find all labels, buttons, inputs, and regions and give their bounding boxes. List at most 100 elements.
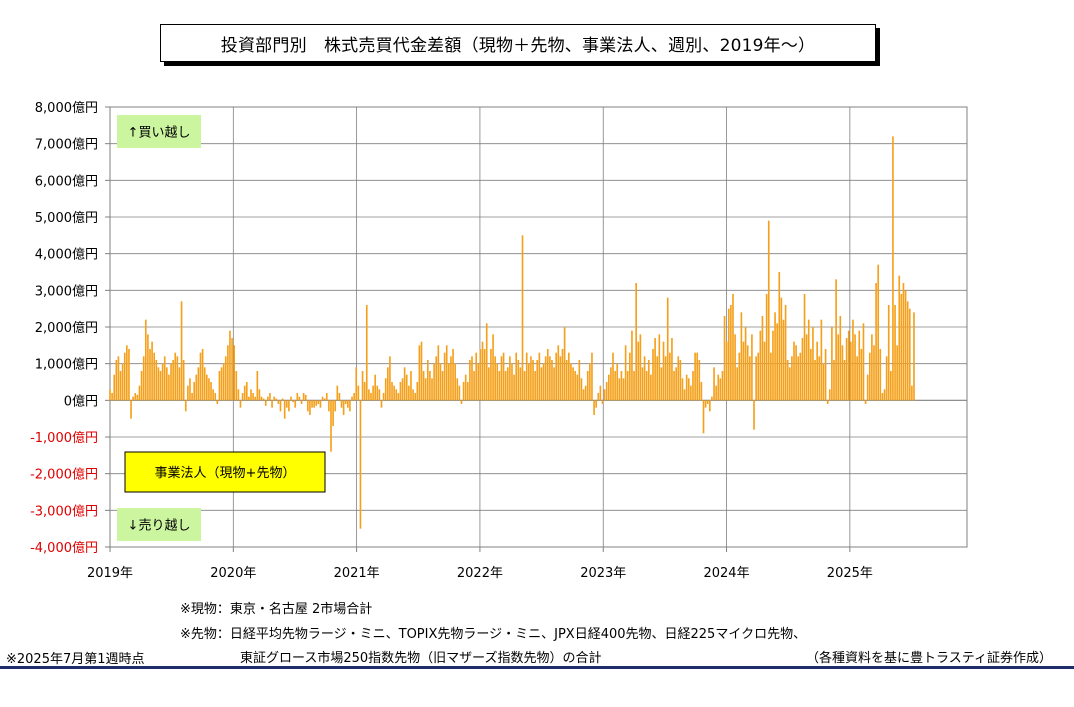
- bar: [464, 374, 467, 401]
- bar: [599, 385, 602, 401]
- bar: [584, 385, 587, 401]
- bar: [111, 393, 113, 401]
- bar: [252, 393, 254, 401]
- bar: [622, 378, 625, 401]
- bar: [709, 400, 711, 412]
- bar: [807, 319, 810, 401]
- bar: [717, 374, 720, 401]
- bar: [205, 374, 208, 401]
- bar: [403, 367, 406, 401]
- bar: [241, 393, 244, 401]
- bar: [908, 308, 911, 401]
- bar: [719, 378, 722, 401]
- bar: [759, 330, 762, 401]
- bar: [187, 385, 189, 401]
- bar: [500, 356, 503, 401]
- bar: [906, 301, 909, 401]
- y-tick-label: -3,000億円: [30, 503, 98, 519]
- bar: [793, 341, 795, 401]
- bar: [639, 334, 642, 401]
- bar: [203, 367, 206, 401]
- bar: [361, 371, 364, 401]
- bar: [147, 334, 149, 401]
- bar: [660, 367, 663, 401]
- bar: [342, 400, 345, 415]
- bar: [603, 389, 606, 401]
- bar: [805, 334, 808, 401]
- bar: [774, 312, 776, 401]
- y-tick-label: 8,000億円: [35, 100, 98, 116]
- bar: [614, 371, 616, 401]
- x-tick-label: 2020年: [210, 566, 256, 581]
- bar: [452, 349, 454, 401]
- bar: [631, 330, 633, 401]
- bar: [711, 396, 713, 401]
- series-label: 事業法人（現物+先物）: [155, 465, 296, 481]
- bar: [176, 356, 179, 401]
- bar: [580, 378, 583, 401]
- bar: [245, 382, 248, 401]
- bar: [656, 356, 659, 401]
- bar: [189, 378, 191, 401]
- bar: [389, 356, 391, 401]
- bar: [279, 400, 282, 412]
- bar: [123, 352, 126, 401]
- bar: [597, 393, 600, 401]
- bar: [565, 360, 568, 401]
- bar: [662, 341, 665, 401]
- bar: [892, 136, 894, 401]
- bar: [328, 400, 330, 412]
- bar: [778, 272, 781, 401]
- bar: [576, 374, 579, 401]
- bar: [690, 385, 692, 401]
- bar: [864, 400, 867, 404]
- bar: [220, 367, 223, 401]
- bar: [839, 316, 842, 401]
- bar: [174, 352, 177, 401]
- bar: [414, 393, 416, 401]
- bar: [294, 400, 297, 408]
- bar: [542, 363, 545, 401]
- bar: [751, 334, 753, 401]
- bar: [772, 330, 774, 401]
- bar: [338, 393, 341, 401]
- bar: [292, 400, 294, 403]
- bar: [121, 363, 124, 401]
- bar: [401, 378, 404, 401]
- bar: [696, 352, 699, 401]
- bar: [405, 374, 408, 401]
- bar: [782, 319, 785, 401]
- bar: [898, 275, 901, 401]
- bar: [582, 389, 585, 401]
- bar: [178, 367, 181, 401]
- bar: [555, 352, 558, 401]
- bar: [466, 382, 469, 401]
- bar: [431, 378, 433, 401]
- bar: [128, 349, 130, 401]
- bar: [355, 367, 358, 401]
- bar: [374, 374, 377, 401]
- bar: [738, 352, 741, 401]
- bar: [856, 356, 858, 401]
- bar: [485, 323, 488, 401]
- bar: [618, 378, 621, 401]
- bar: [740, 312, 743, 401]
- y-tick-label: 0億円: [64, 393, 98, 409]
- bar: [382, 393, 385, 401]
- bar: [517, 360, 520, 401]
- bar: [349, 400, 351, 412]
- bar: [763, 341, 766, 401]
- bar: [683, 389, 686, 401]
- bar: [736, 367, 739, 401]
- bar: [818, 356, 821, 401]
- y-tick-label: -4,000億円: [30, 540, 98, 556]
- bar: [437, 345, 440, 401]
- bar: [913, 312, 915, 401]
- bar: [256, 371, 259, 401]
- y-tick-label: 2,000億円: [35, 320, 98, 336]
- bar: [525, 352, 528, 401]
- bar: [845, 338, 848, 401]
- bar: [624, 345, 627, 401]
- bar: [681, 378, 684, 401]
